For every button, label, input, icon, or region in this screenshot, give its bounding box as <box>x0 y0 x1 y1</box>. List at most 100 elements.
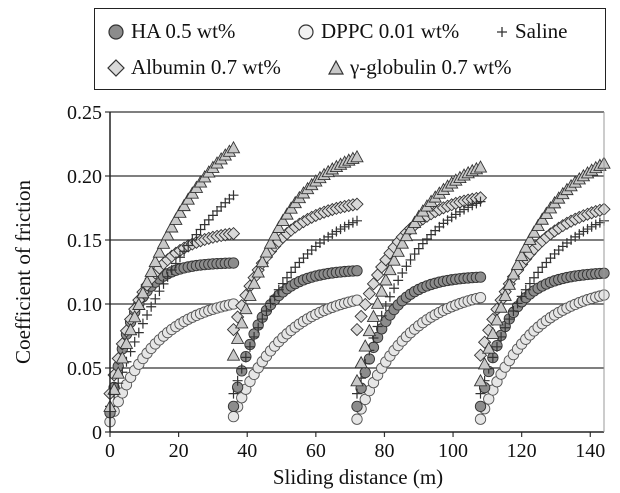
data-point <box>232 375 243 386</box>
y-tick-labels: 0 0.05 0.10 0.15 0.20 0.25 <box>67 102 102 444</box>
data-point <box>421 233 432 244</box>
data-point <box>140 274 154 288</box>
data-point <box>227 410 240 423</box>
data-point <box>362 323 377 337</box>
data-point <box>166 265 177 276</box>
x-tick-label: 80 <box>374 440 394 462</box>
y-axis-title: Coefficient of friction <box>11 180 35 364</box>
data-point <box>474 413 487 425</box>
data-point <box>477 357 492 370</box>
data-point <box>173 205 187 218</box>
data-point <box>148 254 163 267</box>
y-tick-label: 0.05 <box>67 358 102 380</box>
data-point <box>236 363 247 374</box>
data-point <box>475 196 486 207</box>
data-point <box>350 197 364 211</box>
data-point <box>351 413 363 425</box>
data-point <box>586 221 597 232</box>
data-point <box>389 283 400 294</box>
x-tick-label: 140 <box>575 440 605 462</box>
data-point <box>471 198 482 209</box>
legend-label-gamma-globulin: γ-globulin 0.7 wt% <box>350 55 512 79</box>
data-point <box>352 388 362 399</box>
y-tick-label: 0.20 <box>67 166 102 188</box>
data-point <box>529 272 540 283</box>
data-point <box>286 267 297 278</box>
filled-circle-marker-icon <box>108 23 124 40</box>
data-point <box>527 225 541 238</box>
data-point <box>578 226 589 237</box>
data-point <box>510 257 525 270</box>
data-point <box>144 264 158 277</box>
data-point <box>474 291 487 304</box>
legend-label-saline: Saline <box>515 19 568 43</box>
data-point <box>207 210 218 221</box>
data-point <box>533 267 544 278</box>
data-point <box>473 373 488 387</box>
data-point <box>523 232 537 245</box>
data-point <box>226 348 241 361</box>
data-point <box>226 140 241 154</box>
data-point <box>137 318 148 329</box>
data-point <box>459 204 470 215</box>
data-point <box>450 209 461 220</box>
data-point <box>343 219 354 230</box>
data-point <box>226 226 241 241</box>
data-point <box>253 322 264 333</box>
data-point <box>486 326 500 340</box>
data-point <box>257 314 268 325</box>
x-tick-label: 0 <box>105 440 115 462</box>
data-point <box>282 272 293 283</box>
data-point <box>352 215 362 226</box>
data-point <box>327 229 338 240</box>
data-point <box>467 200 478 211</box>
data-point <box>537 262 548 273</box>
data-point <box>372 321 383 332</box>
data-points <box>103 140 611 428</box>
data-point <box>405 254 416 265</box>
data-point <box>276 213 290 227</box>
data-point <box>154 286 165 297</box>
data-point <box>397 268 408 279</box>
data-point <box>506 267 521 280</box>
data-point <box>504 314 515 325</box>
data-point <box>481 341 496 354</box>
data-point <box>494 300 508 313</box>
data-point <box>115 350 130 364</box>
x-tick-label: 100 <box>438 440 468 462</box>
data-point <box>228 388 239 399</box>
data-point <box>366 309 381 322</box>
data-point <box>183 240 194 251</box>
y-tick-label: 0.15 <box>67 230 102 252</box>
data-point <box>393 275 404 286</box>
data-point <box>212 205 223 216</box>
x-tick-label: 40 <box>237 440 257 462</box>
data-point <box>240 352 251 363</box>
data-point <box>351 265 363 277</box>
data-point <box>111 366 125 379</box>
data-point <box>358 339 372 352</box>
data-point <box>474 400 487 413</box>
data-point <box>339 221 350 232</box>
data-point <box>362 287 376 301</box>
data-point <box>490 313 504 326</box>
data-point <box>512 298 523 309</box>
data-point <box>409 249 420 260</box>
data-point <box>351 294 363 306</box>
data-point <box>473 160 488 173</box>
data-point <box>119 336 134 349</box>
data-point <box>158 278 169 289</box>
data-point <box>354 309 368 324</box>
data-point <box>277 278 288 289</box>
data-point <box>132 297 146 310</box>
data-point <box>127 309 142 323</box>
data-point <box>347 217 358 228</box>
data-point <box>239 301 253 315</box>
legend-label-dppc: DPPC 0.01 wt% <box>321 19 460 43</box>
y-tick-label: 0 <box>92 422 102 444</box>
plus-marker-icon <box>497 26 507 37</box>
data-point <box>379 273 393 286</box>
data-point <box>500 322 511 333</box>
diamond-marker-icon <box>107 58 125 77</box>
data-point <box>164 220 179 233</box>
